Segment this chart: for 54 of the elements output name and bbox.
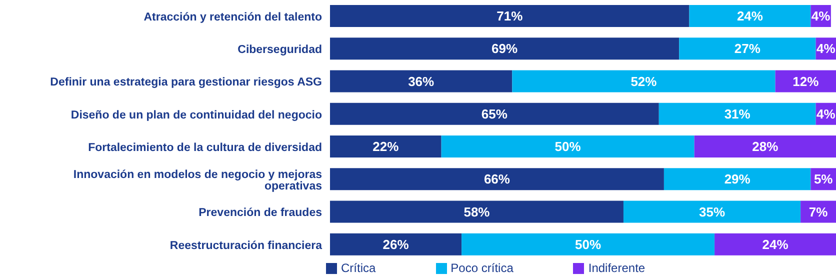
bar (330, 200, 624, 223)
data-label: 36% (408, 74, 435, 89)
data-label: 28% (752, 139, 779, 154)
data-label: 50% (575, 236, 602, 252)
data-label: 7% (808, 204, 828, 220)
bar (462, 233, 715, 256)
data-label: 35% (699, 204, 726, 220)
y-tick-label: Fortalecimiento de la cultura de diversidad (88, 142, 322, 154)
legend-label: Crítica (341, 261, 376, 275)
data-label: 26% (382, 236, 410, 252)
data-label: 22% (372, 139, 400, 154)
data-label: 31% (724, 106, 751, 122)
data-label: 4% (816, 41, 836, 56)
bar (775, 70, 836, 92)
data-label: 69% (492, 41, 518, 56)
data-label: 27% (734, 41, 761, 56)
y-tick-label: Innovación en modelos de negocio y mejoras operativas (73, 168, 322, 192)
bar (330, 136, 442, 158)
y-tick-label: Definir una estrategia para gestionar riesgos ASG (50, 76, 322, 89)
legend-label: Indiferente (588, 261, 646, 275)
data-label: 65% (481, 106, 508, 122)
data-label: 4% (816, 106, 836, 122)
data-label: 71% (496, 8, 524, 24)
data-label: 50% (554, 139, 582, 154)
y-tick-label: Reestructuración financiera (170, 240, 323, 252)
bar (330, 70, 512, 92)
data-label: 5% (814, 172, 834, 187)
bar (658, 102, 816, 125)
data-label: 12% (792, 74, 820, 89)
bar (679, 38, 816, 60)
data-label: 24% (736, 8, 764, 24)
y-tick-label: Diseño de un plan de continuidad del negocio (70, 109, 322, 122)
y-tick-label: Ciberseguridad (238, 44, 322, 56)
bar (689, 5, 811, 27)
bar (441, 136, 694, 158)
bar (512, 70, 776, 92)
bar (623, 200, 801, 223)
bar (330, 233, 462, 256)
bar (664, 168, 811, 190)
bar (714, 233, 836, 256)
data-label: 24% (762, 236, 789, 252)
data-label: 66% (484, 172, 510, 187)
data-label: 58% (464, 204, 490, 220)
bar (330, 5, 690, 27)
bar (330, 102, 659, 125)
y-tick-label: Atracción y retención del talento (144, 11, 322, 24)
data-label: 52% (630, 74, 658, 89)
bar (330, 168, 664, 190)
bar (330, 38, 680, 60)
data-label: 4% (811, 8, 831, 24)
legend-label: Poco crítica (450, 261, 514, 275)
data-label: 29% (724, 172, 751, 187)
bar (694, 136, 836, 158)
y-tick-label: Prevención de fraudes (198, 207, 322, 220)
